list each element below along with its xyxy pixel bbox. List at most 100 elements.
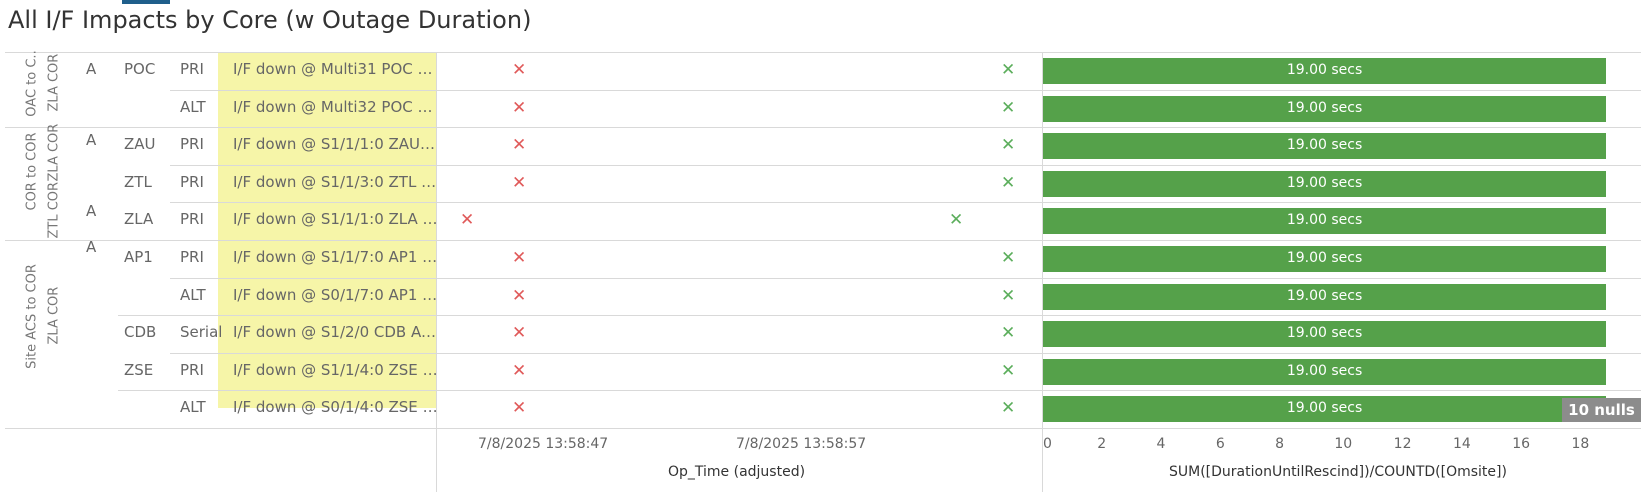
bar-data-label: 19.00 secs bbox=[1286, 61, 1363, 78]
duration-bar[interactable] bbox=[1043, 170, 1607, 197]
bar-data-label: 19.00 secs bbox=[1286, 287, 1363, 304]
row-description[interactable]: I/F down @ Multi32 POC O.. bbox=[233, 98, 438, 116]
row-node: ZSE bbox=[124, 361, 154, 379]
row-path: PRI bbox=[180, 173, 204, 191]
row-description[interactable]: I/F down @ S1/1/1:0 ZAU C.. bbox=[233, 135, 438, 153]
start-marker[interactable]: ✕ bbox=[512, 285, 527, 306]
row-path: PRI bbox=[180, 361, 204, 379]
time-axis-tick: 7/8/2025 13:58:57 bbox=[736, 436, 867, 452]
row-description[interactable]: I/F down @ S1/1/3:0 ZTL CO.. bbox=[233, 173, 438, 191]
bar-axis-tick: 18 bbox=[1571, 436, 1590, 452]
end-marker[interactable]: ✕ bbox=[949, 209, 964, 230]
row-description[interactable]: I/F down @ S1/2/0 CDB ACS.. bbox=[233, 323, 438, 341]
row-node: CDB bbox=[124, 323, 157, 341]
grid-line bbox=[170, 278, 1641, 279]
duration-bar[interactable] bbox=[1043, 395, 1607, 422]
grid-line bbox=[170, 165, 1641, 166]
row-description[interactable]: I/F down @ Multi31 POC O.. bbox=[233, 60, 438, 78]
bar-data-label: 19.00 secs bbox=[1286, 362, 1363, 379]
row-path: Serial bbox=[180, 323, 223, 341]
bar-axis-tick: 6 bbox=[1215, 436, 1225, 452]
end-marker[interactable]: ✕ bbox=[1001, 59, 1016, 80]
group-site-label: ZLA COR bbox=[46, 286, 62, 345]
grid-line bbox=[5, 52, 1641, 53]
description-column-highlight bbox=[218, 53, 436, 408]
grid-line bbox=[170, 90, 1641, 91]
start-marker[interactable]: ✕ bbox=[460, 209, 475, 230]
duration-bar[interactable] bbox=[1043, 283, 1607, 310]
bar-data-label: 19.00 secs bbox=[1286, 211, 1363, 228]
axis-divider bbox=[436, 52, 437, 492]
chart-title: All I/F Impacts by Core (w Outage Durati… bbox=[8, 6, 532, 34]
end-marker[interactable]: ✕ bbox=[1001, 285, 1016, 306]
nulls-badge[interactable]: 10 nulls bbox=[1562, 398, 1641, 422]
group-site-label: ZTL COR bbox=[46, 181, 62, 239]
row-description[interactable]: I/F down @ S1/1/4:0 ZSE A.. bbox=[233, 361, 438, 379]
group-tier-label: A bbox=[86, 202, 97, 220]
bar-data-label: 19.00 secs bbox=[1286, 174, 1363, 191]
bar-data-label: 19.00 secs bbox=[1286, 324, 1363, 341]
time-axis-title: Op_Time (adjusted) bbox=[668, 464, 806, 480]
row-description[interactable]: I/F down @ S1/1/1:0 ZLA C.. bbox=[233, 210, 438, 228]
end-marker[interactable]: ✕ bbox=[1001, 360, 1016, 381]
bar-axis-tick: 10 bbox=[1334, 436, 1353, 452]
end-marker[interactable]: ✕ bbox=[1001, 322, 1016, 343]
duration-bar[interactable] bbox=[1043, 245, 1607, 272]
row-description[interactable]: I/F down @ S0/1/4:0 ZSE A.. bbox=[233, 398, 438, 416]
bar-axis-tick: 4 bbox=[1156, 436, 1166, 452]
group-category-label: OAC to C.. bbox=[24, 50, 40, 117]
grid-line bbox=[5, 428, 1641, 429]
bar-axis-tick: 8 bbox=[1275, 436, 1285, 452]
grid-line bbox=[5, 240, 1641, 241]
start-marker[interactable]: ✕ bbox=[512, 134, 527, 155]
row-description[interactable]: I/F down @ S0/1/7:0 AP1 A.. bbox=[233, 286, 438, 304]
group-site-label: ZLA COR bbox=[46, 123, 62, 182]
group-category-label: COR to COR bbox=[24, 132, 40, 211]
bar-data-label: 19.00 secs bbox=[1286, 99, 1363, 116]
row-node: AP1 bbox=[124, 248, 153, 266]
row-path: PRI bbox=[180, 135, 204, 153]
bar-axis-title: SUM([DurationUntilRescind])/COUNTD([Omsi… bbox=[1169, 464, 1507, 480]
grid-line bbox=[118, 390, 1641, 391]
start-marker[interactable]: ✕ bbox=[512, 397, 527, 418]
duration-bar[interactable] bbox=[1043, 95, 1607, 122]
end-marker[interactable]: ✕ bbox=[1001, 172, 1016, 193]
bar-data-label: 19.00 secs bbox=[1286, 399, 1363, 416]
end-marker[interactable]: ✕ bbox=[1001, 397, 1016, 418]
axis-divider bbox=[1042, 52, 1043, 492]
start-marker[interactable]: ✕ bbox=[512, 172, 527, 193]
duration-bar[interactable] bbox=[1043, 320, 1607, 347]
grid-line bbox=[5, 127, 1641, 128]
start-marker[interactable]: ✕ bbox=[512, 97, 527, 118]
bar-axis-tick: 12 bbox=[1393, 436, 1412, 452]
duration-bar[interactable] bbox=[1043, 57, 1607, 84]
start-marker[interactable]: ✕ bbox=[512, 360, 527, 381]
row-node: ZLA bbox=[124, 210, 154, 228]
grid-line bbox=[170, 353, 1641, 354]
row-node: ZAU bbox=[124, 135, 156, 153]
duration-bar[interactable] bbox=[1043, 207, 1607, 234]
bar-data-label: 19.00 secs bbox=[1286, 136, 1363, 153]
bar-data-label: 19.00 secs bbox=[1286, 249, 1363, 266]
group-tier-label: A bbox=[86, 131, 97, 149]
row-node: ZTL bbox=[124, 173, 152, 191]
row-path: PRI bbox=[180, 248, 204, 266]
row-path: PRI bbox=[180, 210, 204, 228]
row-path: ALT bbox=[180, 286, 206, 304]
duration-bar[interactable] bbox=[1043, 358, 1607, 385]
end-marker[interactable]: ✕ bbox=[1001, 247, 1016, 268]
row-node: POC bbox=[124, 60, 156, 78]
grid-line bbox=[170, 202, 1641, 203]
row-description[interactable]: I/F down @ S1/1/7:0 AP1 A.. bbox=[233, 248, 438, 266]
end-marker[interactable]: ✕ bbox=[1001, 134, 1016, 155]
end-marker[interactable]: ✕ bbox=[1001, 97, 1016, 118]
time-axis-tick: 7/8/2025 13:58:47 bbox=[478, 436, 609, 452]
row-path: ALT bbox=[180, 398, 206, 416]
start-marker[interactable]: ✕ bbox=[512, 322, 527, 343]
group-site-label: ZLA COR bbox=[46, 53, 62, 112]
bar-axis-tick: 14 bbox=[1452, 436, 1471, 452]
bar-axis-tick: 16 bbox=[1512, 436, 1531, 452]
start-marker[interactable]: ✕ bbox=[512, 247, 527, 268]
duration-bar[interactable] bbox=[1043, 132, 1607, 159]
start-marker[interactable]: ✕ bbox=[512, 59, 527, 80]
